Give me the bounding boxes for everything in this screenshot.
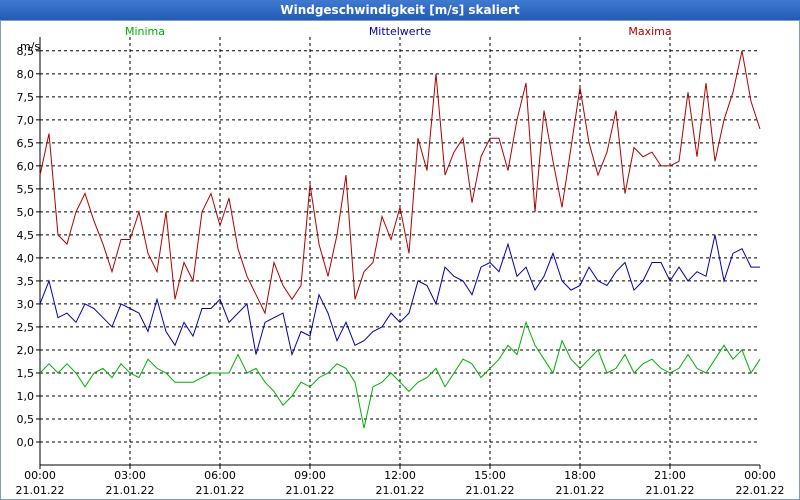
x-tick-time: 15:00 (474, 469, 506, 482)
chart-title: Windgeschwindigkeit [m/s] skaliert (280, 3, 520, 17)
x-tick-date: 21.01.22 (556, 484, 605, 497)
series-line-mittelwerte (39, 234, 760, 357)
x-tick-date: 22.01.22 (736, 484, 785, 497)
x-tick-date: 21.01.22 (286, 484, 335, 497)
vertical-gridlines (129, 37, 671, 465)
y-tick-label: 7,0 (17, 114, 35, 127)
y-tick-label: 1,5 (17, 367, 35, 380)
y-tick-label: 6,0 (17, 160, 35, 173)
y-tick-label: 8,5 (17, 45, 35, 58)
y-tick-label: 4,0 (17, 252, 35, 265)
x-tick-date: 21.01.22 (466, 484, 515, 497)
x-tick-date: 21.01.22 (376, 484, 425, 497)
x-tick-time: 09:00 (294, 469, 326, 482)
y-tick-label: 0,0 (17, 436, 35, 449)
x-tick-time: 12:00 (384, 469, 416, 482)
legend-mittelwerte: Mittelwerte (369, 25, 432, 38)
x-tick-time: 00:00 (744, 469, 776, 482)
x-tick-date: 21.01.22 (196, 484, 245, 497)
y-tick-label: 6,5 (17, 137, 35, 150)
y-tick-label: 5,5 (17, 183, 35, 196)
y-tick-label: 3,5 (17, 275, 35, 288)
x-tick-time: 00:00 (24, 469, 56, 482)
series-lines (39, 50, 761, 429)
series-line-maxima (39, 50, 761, 315)
x-tick-date: 21.01.22 (16, 484, 65, 497)
y-tick-label: 4,5 (17, 229, 35, 242)
y-tick-label: 3,0 (17, 298, 35, 311)
y-tick-label: 8,0 (17, 68, 35, 81)
y-axis-label: m/s (20, 40, 40, 53)
x-tick-time: 06:00 (204, 469, 236, 482)
y-tick-label: 5,0 (17, 206, 35, 219)
y-tick-label: 0,5 (17, 413, 35, 426)
legend-minima: Minima (125, 25, 165, 38)
y-tick-label: 2,0 (17, 344, 35, 357)
x-tick-time: 03:00 (114, 469, 146, 482)
legend: Minima Mittelwerte Maxima (125, 25, 672, 38)
legend-maxima: Maxima (628, 25, 671, 38)
y-tick-labels: 0,0 0,5 1,0 1,5 2,0 2,5 3,0 3,5 4,0 4,5 5,0 5,5 6,0 6… (17, 45, 40, 449)
y-tick-label: 2,5 (17, 321, 35, 334)
x-tick-time: 18:00 (564, 469, 596, 482)
x-tick-date: 21.01.22 (106, 484, 155, 497)
x-tick-time: 21:00 (654, 469, 686, 482)
x-tick-labels: 00:00 21.01.22 03:00 21.01.22 06:00 21.01.22 0… (16, 465, 785, 497)
series-line-minima (39, 320, 761, 429)
x-tick-date: 21.01.22 (646, 484, 695, 497)
y-tick-label: 1,0 (17, 390, 35, 403)
y-tick-label: 7,5 (17, 91, 35, 104)
